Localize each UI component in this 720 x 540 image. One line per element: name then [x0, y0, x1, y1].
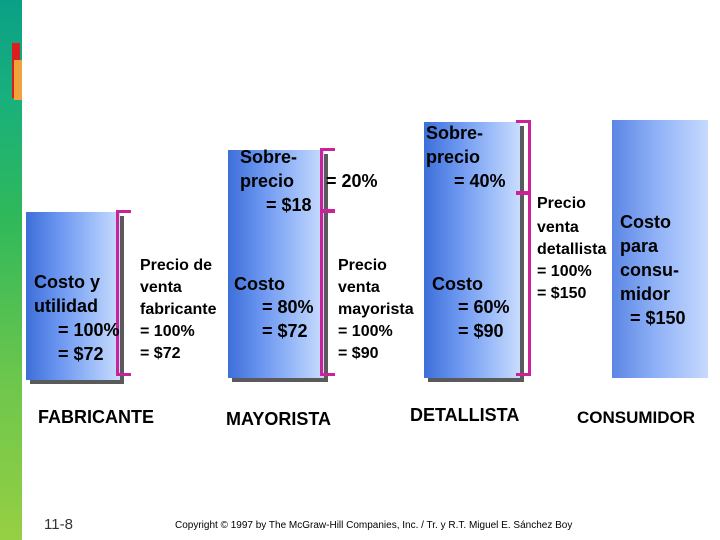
detallista-cost-line1: Costo: [432, 274, 483, 294]
fabricante-cost-line3: = 100%: [58, 320, 120, 340]
edge-orange-mark: [14, 60, 22, 100]
detallista-cost-line2: = 60%: [458, 297, 510, 317]
mayorista-price-bracket: [320, 210, 335, 376]
copyright-notice: Copyright © 1997 by The McGraw-Hill Comp…: [175, 520, 573, 531]
mayorista-box: [228, 150, 324, 378]
detallista-label: DETALLISTA: [410, 405, 520, 425]
detallista-price-line4: = 100%: [537, 263, 592, 280]
mayorista-price-line3: mayorista: [338, 301, 414, 318]
mayorista-markup-line1: Sobre-: [240, 147, 298, 167]
fabricante-bracket: [116, 210, 131, 376]
detallista-price-line2: venta: [537, 219, 579, 236]
detallista-box: [424, 122, 520, 378]
fabricante-price-line4: = 100%: [140, 323, 195, 340]
fabricante-box: [26, 212, 120, 380]
consumidor-line4: midor: [620, 284, 671, 304]
detallista-price-line3: detallista: [537, 241, 607, 258]
mayorista-price-line4: = 100%: [338, 323, 393, 340]
mayorista-markup-pct: = 20%: [326, 171, 378, 191]
detallista-cost-line3: = $90: [458, 321, 504, 341]
mayorista-price-line5: = $90: [338, 345, 379, 362]
mayorista-cost-line3: = $72: [262, 321, 308, 341]
fabricante-cost-line1: Costo y: [34, 272, 101, 292]
mayorista-markup-line2: precio: [240, 171, 295, 191]
detallista-markup-line1: Sobre-: [426, 123, 484, 143]
detallista-markup-line3: = 40%: [454, 171, 506, 191]
consumidor-line3: consu-: [620, 260, 680, 280]
detallista-price-line1: Precio: [537, 195, 586, 212]
fabricante-label: FABRICANTE: [38, 407, 154, 427]
consumidor-line1: Costo: [620, 212, 671, 232]
fabricante-price-line5: = $72: [140, 345, 181, 362]
fabricante-cost-line4: = $72: [58, 344, 104, 364]
mayorista-cost-line1: Costo: [234, 274, 285, 294]
edge-accent-bar: [0, 0, 22, 540]
mayorista-label: MAYORISTA: [226, 409, 332, 429]
mayorista-price-line1: Precio: [338, 257, 387, 274]
fabricante-cost-line2: utilidad: [34, 296, 98, 316]
slide-number: 11-8: [44, 516, 73, 533]
consumidor-line2: para: [620, 236, 659, 256]
detallista-price-line5: = $150: [537, 285, 587, 302]
mayorista-markup-line3: = $18: [266, 195, 312, 215]
consumidor-line5: = $150: [630, 308, 686, 328]
consumidor-label: CONSUMIDOR: [577, 408, 696, 427]
detallista-markup-bracket: [516, 120, 531, 194]
fabricante-price-line1: Precio de: [140, 257, 213, 274]
detallista-price-bracket: [516, 192, 531, 376]
mayorista-price-line2: venta: [338, 279, 380, 296]
consumidor-box: [612, 120, 708, 378]
fabricante-price-line3: fabricante: [140, 301, 217, 318]
fabricante-price-line2: venta: [140, 279, 182, 296]
mayorista-cost-line2: = 80%: [262, 297, 314, 317]
detallista-markup-line2: precio: [426, 147, 481, 167]
